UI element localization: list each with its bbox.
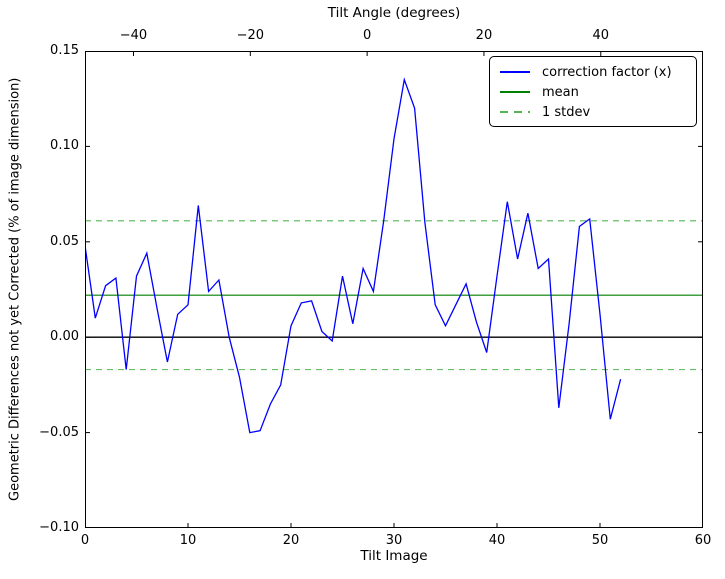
legend: correction factor (x) mean 1 stdev bbox=[489, 56, 697, 127]
correction-factor-line bbox=[85, 77, 622, 434]
plot-border bbox=[85, 51, 703, 528]
x-tick-label: 40 bbox=[488, 533, 506, 548]
legend-item-stdev: 1 stdev bbox=[500, 102, 688, 122]
top-tick-label: 0 bbox=[362, 28, 372, 43]
top-tick-label: −40 bbox=[119, 28, 148, 43]
top-tick-label: 20 bbox=[475, 28, 493, 43]
x-tick-label: 20 bbox=[282, 533, 300, 548]
y-axis-label: Geometric Differences not yet Corrected … bbox=[7, 77, 23, 502]
x-tick-label: 60 bbox=[694, 533, 712, 548]
y-tick-label: 0.10 bbox=[50, 138, 79, 154]
y-tick-label: 0.00 bbox=[50, 329, 79, 345]
y-tick-label: −0.10 bbox=[39, 520, 79, 535]
y-tick-label: 0.05 bbox=[50, 233, 79, 249]
top-tick-label: 40 bbox=[592, 28, 610, 43]
x-tick-label: 30 bbox=[385, 533, 403, 548]
legend-label: mean bbox=[542, 84, 579, 100]
plot-area bbox=[85, 51, 703, 528]
y-tick-label: −0.05 bbox=[39, 424, 79, 440]
x-tick-label: 50 bbox=[591, 533, 609, 548]
blue-line-sample-icon bbox=[500, 71, 530, 73]
legend-item-correction-factor: correction factor (x) bbox=[500, 62, 688, 82]
green-line-sample-icon bbox=[500, 91, 530, 93]
green-dashed-line-sample-icon bbox=[500, 111, 530, 113]
x-axis-label: Tilt Image bbox=[360, 548, 428, 564]
top-axis-label: Tilt Angle (degrees) bbox=[327, 5, 461, 21]
legend-label: correction factor (x) bbox=[542, 64, 672, 80]
x-tick-label: 0 bbox=[80, 533, 90, 548]
x-tick-label: 10 bbox=[179, 533, 197, 548]
legend-label: 1 stdev bbox=[542, 104, 591, 120]
legend-item-mean: mean bbox=[500, 82, 688, 102]
top-tick-label: −20 bbox=[236, 28, 265, 43]
y-tick-label: 0.15 bbox=[50, 43, 79, 58]
